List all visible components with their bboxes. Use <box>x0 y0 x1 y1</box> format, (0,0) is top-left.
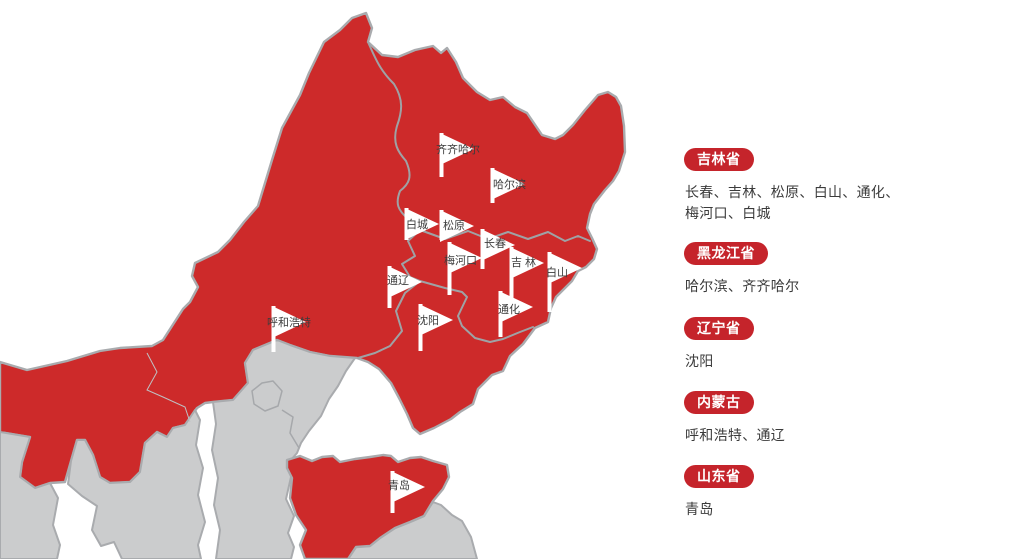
city-flag-label: 长春 <box>484 237 506 250</box>
province-badge: 山东省 <box>684 465 754 488</box>
city-flag: 松原 <box>439 210 474 242</box>
province-badge: 黑龙江省 <box>684 242 768 265</box>
flag-pennant-icon <box>448 242 482 274</box>
province-cities: 呼和浩特、通辽 <box>685 427 786 443</box>
border-beijing <box>251 380 283 412</box>
city-flag-label: 沈阳 <box>417 313 439 327</box>
city-flag: 吉 林 <box>509 247 544 304</box>
flag-pennant-icon <box>391 471 425 503</box>
city-flag-label: 吉 林 <box>511 255 536 269</box>
beijing-tianjin-borders <box>251 380 300 449</box>
city-flag-label: 白山 <box>546 265 568 279</box>
city-flag-label: 青岛 <box>388 478 410 492</box>
province-cities: 哈尔滨、齐齐哈尔 <box>685 278 800 294</box>
border-innermongolia-heilongjiang <box>367 41 421 231</box>
city-flag-label: 通辽 <box>387 274 409 287</box>
legend-item: 辽宁省 沈阳 <box>684 317 903 372</box>
city-flag-label: 松原 <box>443 218 465 232</box>
region-west-sliver-gray <box>0 431 61 559</box>
legend-item: 吉林省 长春、吉林、松原、白山、通化、 梅河口、白城 <box>684 148 903 224</box>
city-flag: 青岛 <box>388 471 425 513</box>
flag-pennant-icon <box>440 133 474 165</box>
city-flag-label: 齐齐哈尔 <box>436 142 480 156</box>
flag-pennant-icon <box>272 306 306 338</box>
province-badge: 吉林省 <box>684 148 754 171</box>
border-heilongjiang-jilin <box>419 229 591 242</box>
city-flag-label: 通化 <box>498 302 520 316</box>
province-cities: 长春、吉林、松原、白山、通化、 梅河口、白城 <box>685 184 900 221</box>
border-hohhot-faint <box>146 352 191 423</box>
border-jilin-liaoning <box>419 280 534 343</box>
flag-pennant-icon <box>491 168 525 200</box>
flag-pennant-icon <box>481 229 515 261</box>
city-flag-label: 哈尔滨 <box>493 177 526 191</box>
city-flag: 齐齐哈尔 <box>436 133 480 177</box>
flag-pennant-icon <box>548 252 582 284</box>
city-flag: 梅河口 <box>444 242 482 295</box>
border-innermongolia-liaoning <box>357 280 421 359</box>
city-flag: 白城 <box>404 208 439 240</box>
province-cities: 青岛 <box>685 501 714 517</box>
flag-pennant-icon <box>388 266 422 298</box>
flag-pennant-icon <box>419 304 453 336</box>
flag-pennant-icon <box>510 247 544 279</box>
city-flag: 白山 <box>546 252 582 312</box>
region-shanxi-gray <box>67 409 206 559</box>
flag-pennant-icon <box>440 210 474 242</box>
city-flag: 通化 <box>498 291 533 337</box>
city-flag: 呼和浩特 <box>267 306 311 352</box>
region-hebei-gray <box>211 339 356 559</box>
city-flag: 沈阳 <box>417 304 453 351</box>
region-northeast-red <box>0 11 627 490</box>
city-flag: 哈尔滨 <box>490 168 526 203</box>
legend-item: 黑龙江省 哈尔滨、齐齐哈尔 <box>684 242 903 297</box>
province-cities: 沈阳 <box>685 353 714 369</box>
border-tianjin <box>281 409 300 449</box>
province-badge: 辽宁省 <box>684 317 754 340</box>
city-flag-label: 白城 <box>406 217 428 231</box>
flag-pennant-icon <box>499 291 533 323</box>
city-flag: 长春 <box>480 229 515 269</box>
city-flag-label: 梅河口 <box>444 253 477 267</box>
flag-pennant-icon <box>405 208 439 240</box>
legend-item: 内蒙古 呼和浩特、通辽 <box>684 391 903 446</box>
province-badge: 内蒙古 <box>684 391 754 414</box>
legend-item: 山东省 青岛 <box>684 465 903 520</box>
city-flag: 通辽 <box>387 266 422 308</box>
city-flag-label: 呼和浩特 <box>267 315 311 329</box>
